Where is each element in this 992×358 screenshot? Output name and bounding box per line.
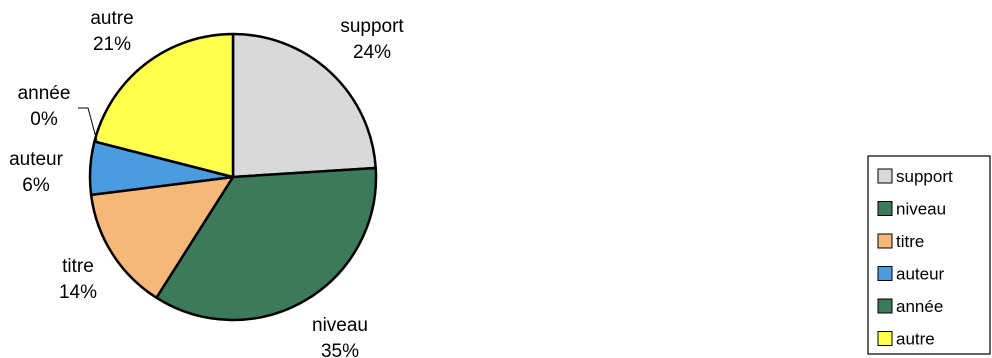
- legend-swatch-auteur: [877, 266, 893, 281]
- legend-label-auteur: auteur: [896, 265, 945, 284]
- legend-label-support: support: [896, 167, 953, 186]
- legend-swatch-autre: [877, 331, 893, 346]
- slice-label-autre: autre 21%: [90, 8, 133, 55]
- slice-label-support: support 24%: [340, 16, 404, 63]
- slice-label-niveau: niveau 35%: [312, 315, 368, 358]
- pie-slice-support: [231, 32, 377, 179]
- legend-label-titre: titre: [896, 232, 924, 251]
- legend-swatch-niveau: [877, 201, 893, 216]
- legend-label-autre: autre: [896, 330, 935, 349]
- pie-slice-niveau: [155, 166, 378, 322]
- legend: support niveau titre auteur année autre: [867, 155, 991, 355]
- legend-box: [867, 155, 991, 355]
- legend-swatch-annee: [877, 298, 893, 314]
- leader-line-annee: [78, 107, 98, 142]
- slice-label-titre: titre 14%: [59, 256, 97, 303]
- slice-label-auteur: auteur 6%: [9, 149, 64, 196]
- legend-swatch-support: [877, 168, 893, 184]
- pie-slices: [88, 32, 378, 322]
- legend-label-niveau: niveau: [896, 200, 946, 219]
- slice-label-annee: année 0%: [18, 83, 71, 130]
- slice-labels: support 24% niveau 35% titre 14% auteur 6% année…: [9, 8, 404, 358]
- leader-lines: [78, 107, 98, 142]
- legend-swatch-titre: [877, 233, 893, 249]
- pie-slice-autre: [93, 32, 235, 179]
- pie-slice-titre: [89, 175, 235, 299]
- legend-label-annee: année: [896, 297, 943, 316]
